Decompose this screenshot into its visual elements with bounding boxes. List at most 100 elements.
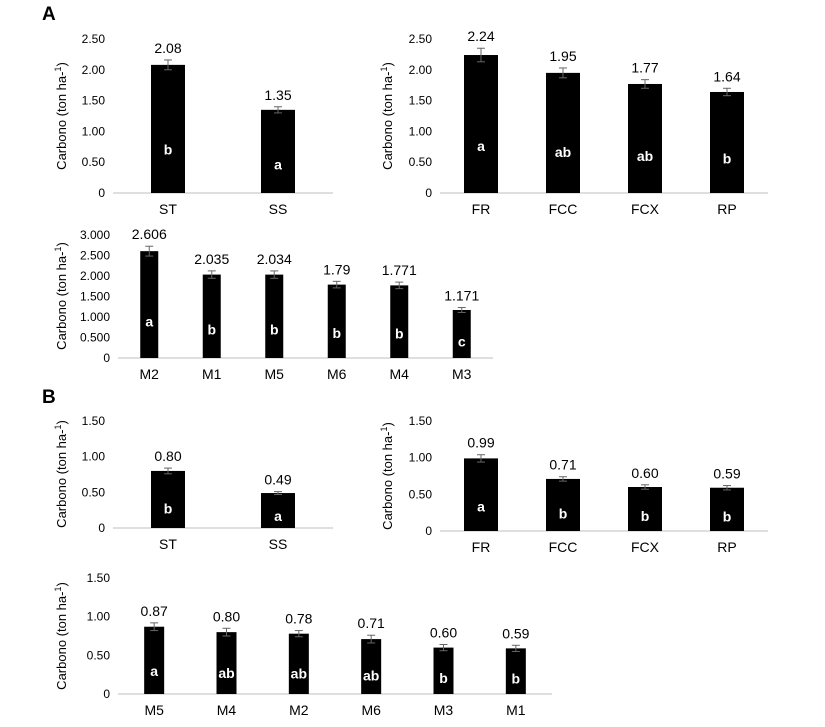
chart-3-category-label: M4 — [390, 366, 410, 382]
chart-6-significance-letter: ab — [291, 665, 307, 681]
chart-4-y-axis-label-exponent: 1 — [53, 425, 63, 430]
chart-4-y-tick: 0.50 — [82, 485, 106, 499]
chart-3-category-label: M1 — [202, 366, 222, 382]
chart-6-significance-letter: ab — [363, 667, 379, 683]
chart-3-category-label: M3 — [452, 366, 472, 382]
chart-1: 0 0.50 1.00 1.50 2.00 2.50 Carbono (ton ha-1) 2… — [53, 32, 333, 217]
chart-5-value-label: 0.71 — [549, 457, 576, 473]
chart-6-value-label: 0.80 — [213, 608, 240, 624]
chart-2-bar — [628, 83, 662, 193]
chart-1-y-tick: 0 — [98, 186, 105, 200]
chart-3-category-label: M6 — [327, 366, 347, 382]
chart-6-bar — [433, 647, 454, 694]
chart-4-bar — [261, 493, 295, 528]
chart-2-y-axis-label-close: ) — [380, 62, 395, 66]
chart-3-category-label: M5 — [265, 366, 285, 382]
chart-3-y-tick: 1.000 — [80, 310, 110, 324]
chart-2-significance-letter: a — [477, 138, 485, 154]
chart-3-significance-letter: b — [270, 322, 279, 338]
chart-2-y-tick: 2.00 — [409, 63, 433, 77]
chart-6-y-tick: 1.50 — [87, 571, 111, 585]
chart-6-significance-letter: b — [439, 670, 448, 686]
chart-4-y-tick: 0 — [98, 521, 105, 535]
chart-3-value-label: 1.771 — [382, 262, 417, 278]
chart-6-category-label: M4 — [217, 702, 237, 718]
chart-2-value-label: 2.24 — [467, 28, 494, 44]
chart-4-category-label: ST — [159, 536, 177, 552]
chart-6-value-label: 0.60 — [430, 625, 457, 641]
chart-5-significance-letter: b — [559, 505, 568, 521]
chart-5-bar — [628, 487, 662, 531]
chart-3-significance-letter: a — [145, 314, 153, 330]
chart-4-value-label: 0.49 — [264, 472, 291, 488]
chart-5-value-label: 0.99 — [467, 435, 494, 451]
chart-3-value-label: 2.606 — [132, 226, 167, 242]
chart-2-value-label: 1.95 — [549, 48, 576, 64]
chart-5-value-label: 0.60 — [631, 465, 658, 481]
chart-2-y-tick: 0 — [425, 186, 432, 200]
chart-6-significance-letter: b — [512, 670, 521, 686]
chart-2-category-label: FR — [472, 201, 491, 217]
chart-1-bar — [151, 64, 185, 193]
chart-6-significance-letter: a — [150, 663, 158, 679]
chart-5-y-tick: 1.50 — [409, 414, 433, 428]
chart-5-y-tick: 0.50 — [409, 487, 433, 501]
chart-4-y-tick: 1.50 — [82, 414, 106, 428]
chart-3-y-axis-label: Carbono (ton ha-1) — [53, 242, 69, 350]
chart-3-significance-letter: b — [395, 325, 404, 341]
chart-4-significance-letter: a — [274, 508, 282, 524]
chart-3-value-label: 2.035 — [194, 251, 229, 267]
chart-6: 0 0.50 1.00 1.50 Carbono (ton ha-1) 0.87 a M5 0.… — [53, 571, 552, 718]
chart-5-significance-letter: b — [641, 508, 650, 524]
chart-4-y-tick: 1.00 — [82, 450, 106, 464]
chart-2-bar — [464, 55, 498, 194]
chart-6-bar — [216, 632, 237, 694]
chart-2-y-tick: 2.50 — [409, 32, 433, 46]
chart-1-y-tick: 0.50 — [82, 155, 106, 169]
chart-5-y-axis-label-exponent: 1 — [379, 427, 389, 432]
chart-1-value-label: 1.35 — [264, 87, 291, 103]
chart-3-y-tick: 2.000 — [80, 269, 110, 283]
chart-1-y-axis-label: Carbono (ton ha-1) — [53, 62, 69, 170]
chart-3-category-label: M2 — [140, 366, 160, 382]
chart-6-value-label: 0.71 — [358, 615, 385, 631]
chart-5-significance-letter: a — [477, 498, 485, 514]
chart-3-y-tick: 0 — [103, 351, 110, 365]
chart-1-y-axis-label-exponent: 1 — [53, 67, 63, 72]
chart-6-value-label: 0.87 — [141, 603, 168, 619]
chart-6-value-label: 0.59 — [502, 625, 529, 641]
chart-6-value-label: 0.78 — [285, 611, 312, 627]
chart-6-category-label: M1 — [506, 702, 526, 718]
chart-5-y-axis-label-close: ) — [380, 422, 395, 426]
chart-5-category-label: RP — [717, 539, 736, 555]
chart-6-y-tick: 0 — [103, 687, 110, 701]
chart-5-category-label: FCC — [549, 539, 578, 555]
chart-1-y-tick: 2.00 — [82, 63, 106, 77]
chart-3-bar — [327, 284, 346, 358]
chart-6-category-label: M6 — [361, 702, 381, 718]
panel-label-b: B — [42, 387, 56, 408]
chart-3-significance-letter: b — [207, 322, 216, 338]
chart-5-category-label: FCX — [631, 539, 660, 555]
chart-1-y-tick: 1.00 — [82, 124, 106, 138]
charts: 0 0.50 1.00 1.50 2.00 2.50 Carbono (ton ha-1) 2… — [53, 28, 768, 718]
chart-2: 0 0.50 1.00 1.50 2.00 2.50 Carbono (ton ha-1) 2… — [379, 28, 768, 217]
chart-2-significance-letter: ab — [555, 144, 571, 160]
chart-4-category-label: SS — [269, 536, 288, 552]
chart-3-y-axis-label-close: ) — [54, 242, 69, 246]
chart-3-bar — [265, 274, 284, 358]
chart-5-y-tick: 0 — [425, 524, 432, 538]
chart-3: 0 0.500 1.000 1.500 2.000 2.500 3.000 Carbono (… — [53, 226, 493, 382]
chart-6-y-tick: 0.50 — [87, 648, 111, 662]
chart-1-significance-letter: b — [164, 141, 173, 157]
chart-3-bar — [202, 274, 221, 358]
chart-2-value-label: 1.77 — [631, 60, 658, 76]
chart-2-category-label: FCC — [549, 201, 578, 217]
chart-3-bar — [452, 309, 471, 358]
chart-1-category-label: SS — [269, 201, 288, 217]
chart-5-category-label: FR — [472, 539, 491, 555]
chart-2-value-label: 1.64 — [713, 68, 740, 84]
chart-3-significance-letter: c — [458, 334, 466, 350]
chart-6-y-axis-label-exponent: 1 — [53, 587, 63, 592]
chart-3-value-label: 1.79 — [323, 261, 350, 277]
